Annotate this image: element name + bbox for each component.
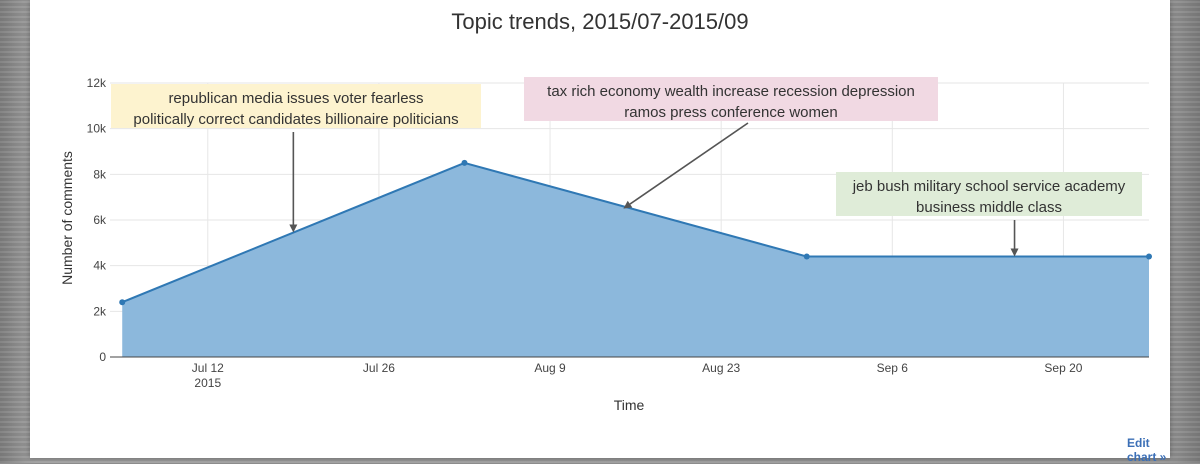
topic-trends-chart: Topic trends, 2015/07-2015/09 Jul 122015…	[59, 9, 1152, 413]
x-tick-label: Sep 6	[877, 361, 909, 375]
annotation: republican media issues voter fearless po…	[111, 84, 481, 233]
data-point	[1146, 253, 1152, 260]
chart-panel: Topic trends, 2015/07-2015/09 Jul 12 2015…	[30, 0, 1170, 464]
annotation: tax rich economy wealth increase recessi…	[524, 77, 938, 209]
x-tick-label: Aug 23	[702, 361, 740, 375]
series-line	[121, 161, 1149, 304]
annotation: jeb bush military school service academy…	[836, 172, 1142, 257]
annotation-arrowhead	[289, 224, 298, 233]
x-tick-label: Aug 9	[534, 361, 566, 375]
y-axis: 0 2k 4k 6k 8k 10k 12k	[87, 76, 107, 364]
annotation-box	[524, 77, 938, 121]
annotation-arrow	[629, 122, 749, 205]
x-tick-label: Jul 26	[363, 361, 395, 375]
y-tick-label: 2k	[93, 304, 107, 318]
annotation-text: jeb bush military school service academy	[852, 178, 1126, 195]
annotation-box	[111, 84, 481, 128]
annotation-arrowhead	[623, 200, 633, 209]
y-tick-label: 8k	[93, 167, 107, 181]
y-tick-label: 6k	[93, 213, 107, 227]
area-fill	[122, 162, 1150, 357]
x-tick-sublabel: 2015	[194, 376, 221, 390]
data-point	[461, 159, 468, 166]
x-tick-label: Sep 20	[1044, 361, 1082, 375]
area-series	[119, 159, 1152, 357]
y-tick-label: 10k	[87, 122, 107, 136]
y-tick-label: 12k	[87, 76, 107, 90]
y-tick-label: 4k	[93, 259, 107, 273]
annotation-box	[836, 172, 1142, 216]
annotation-arrowhead	[1010, 248, 1019, 257]
x-axis-title: Time	[614, 397, 645, 413]
data-point	[119, 299, 126, 306]
annotation-text: business middle class	[916, 199, 1062, 216]
data-point	[803, 253, 810, 260]
annotation-text: republican media issues voter fearless	[168, 90, 423, 107]
annotations: republican media issues voter fearless po…	[111, 77, 1142, 257]
annotation-text: politically correct candidates billionai…	[133, 111, 458, 128]
chart-title: Topic trends, 2015/07-2015/09	[451, 9, 748, 34]
annotation-text: tax rich economy wealth increase recessi…	[547, 83, 915, 100]
y-tick-label: 0	[99, 350, 106, 364]
annotation-text: ramos press conference women	[624, 104, 837, 121]
edit-chart-link[interactable]: Edit chart »	[1127, 436, 1167, 464]
x-tick-label: Jul 12	[192, 361, 224, 375]
y-axis-title: Number of comments	[59, 151, 75, 285]
